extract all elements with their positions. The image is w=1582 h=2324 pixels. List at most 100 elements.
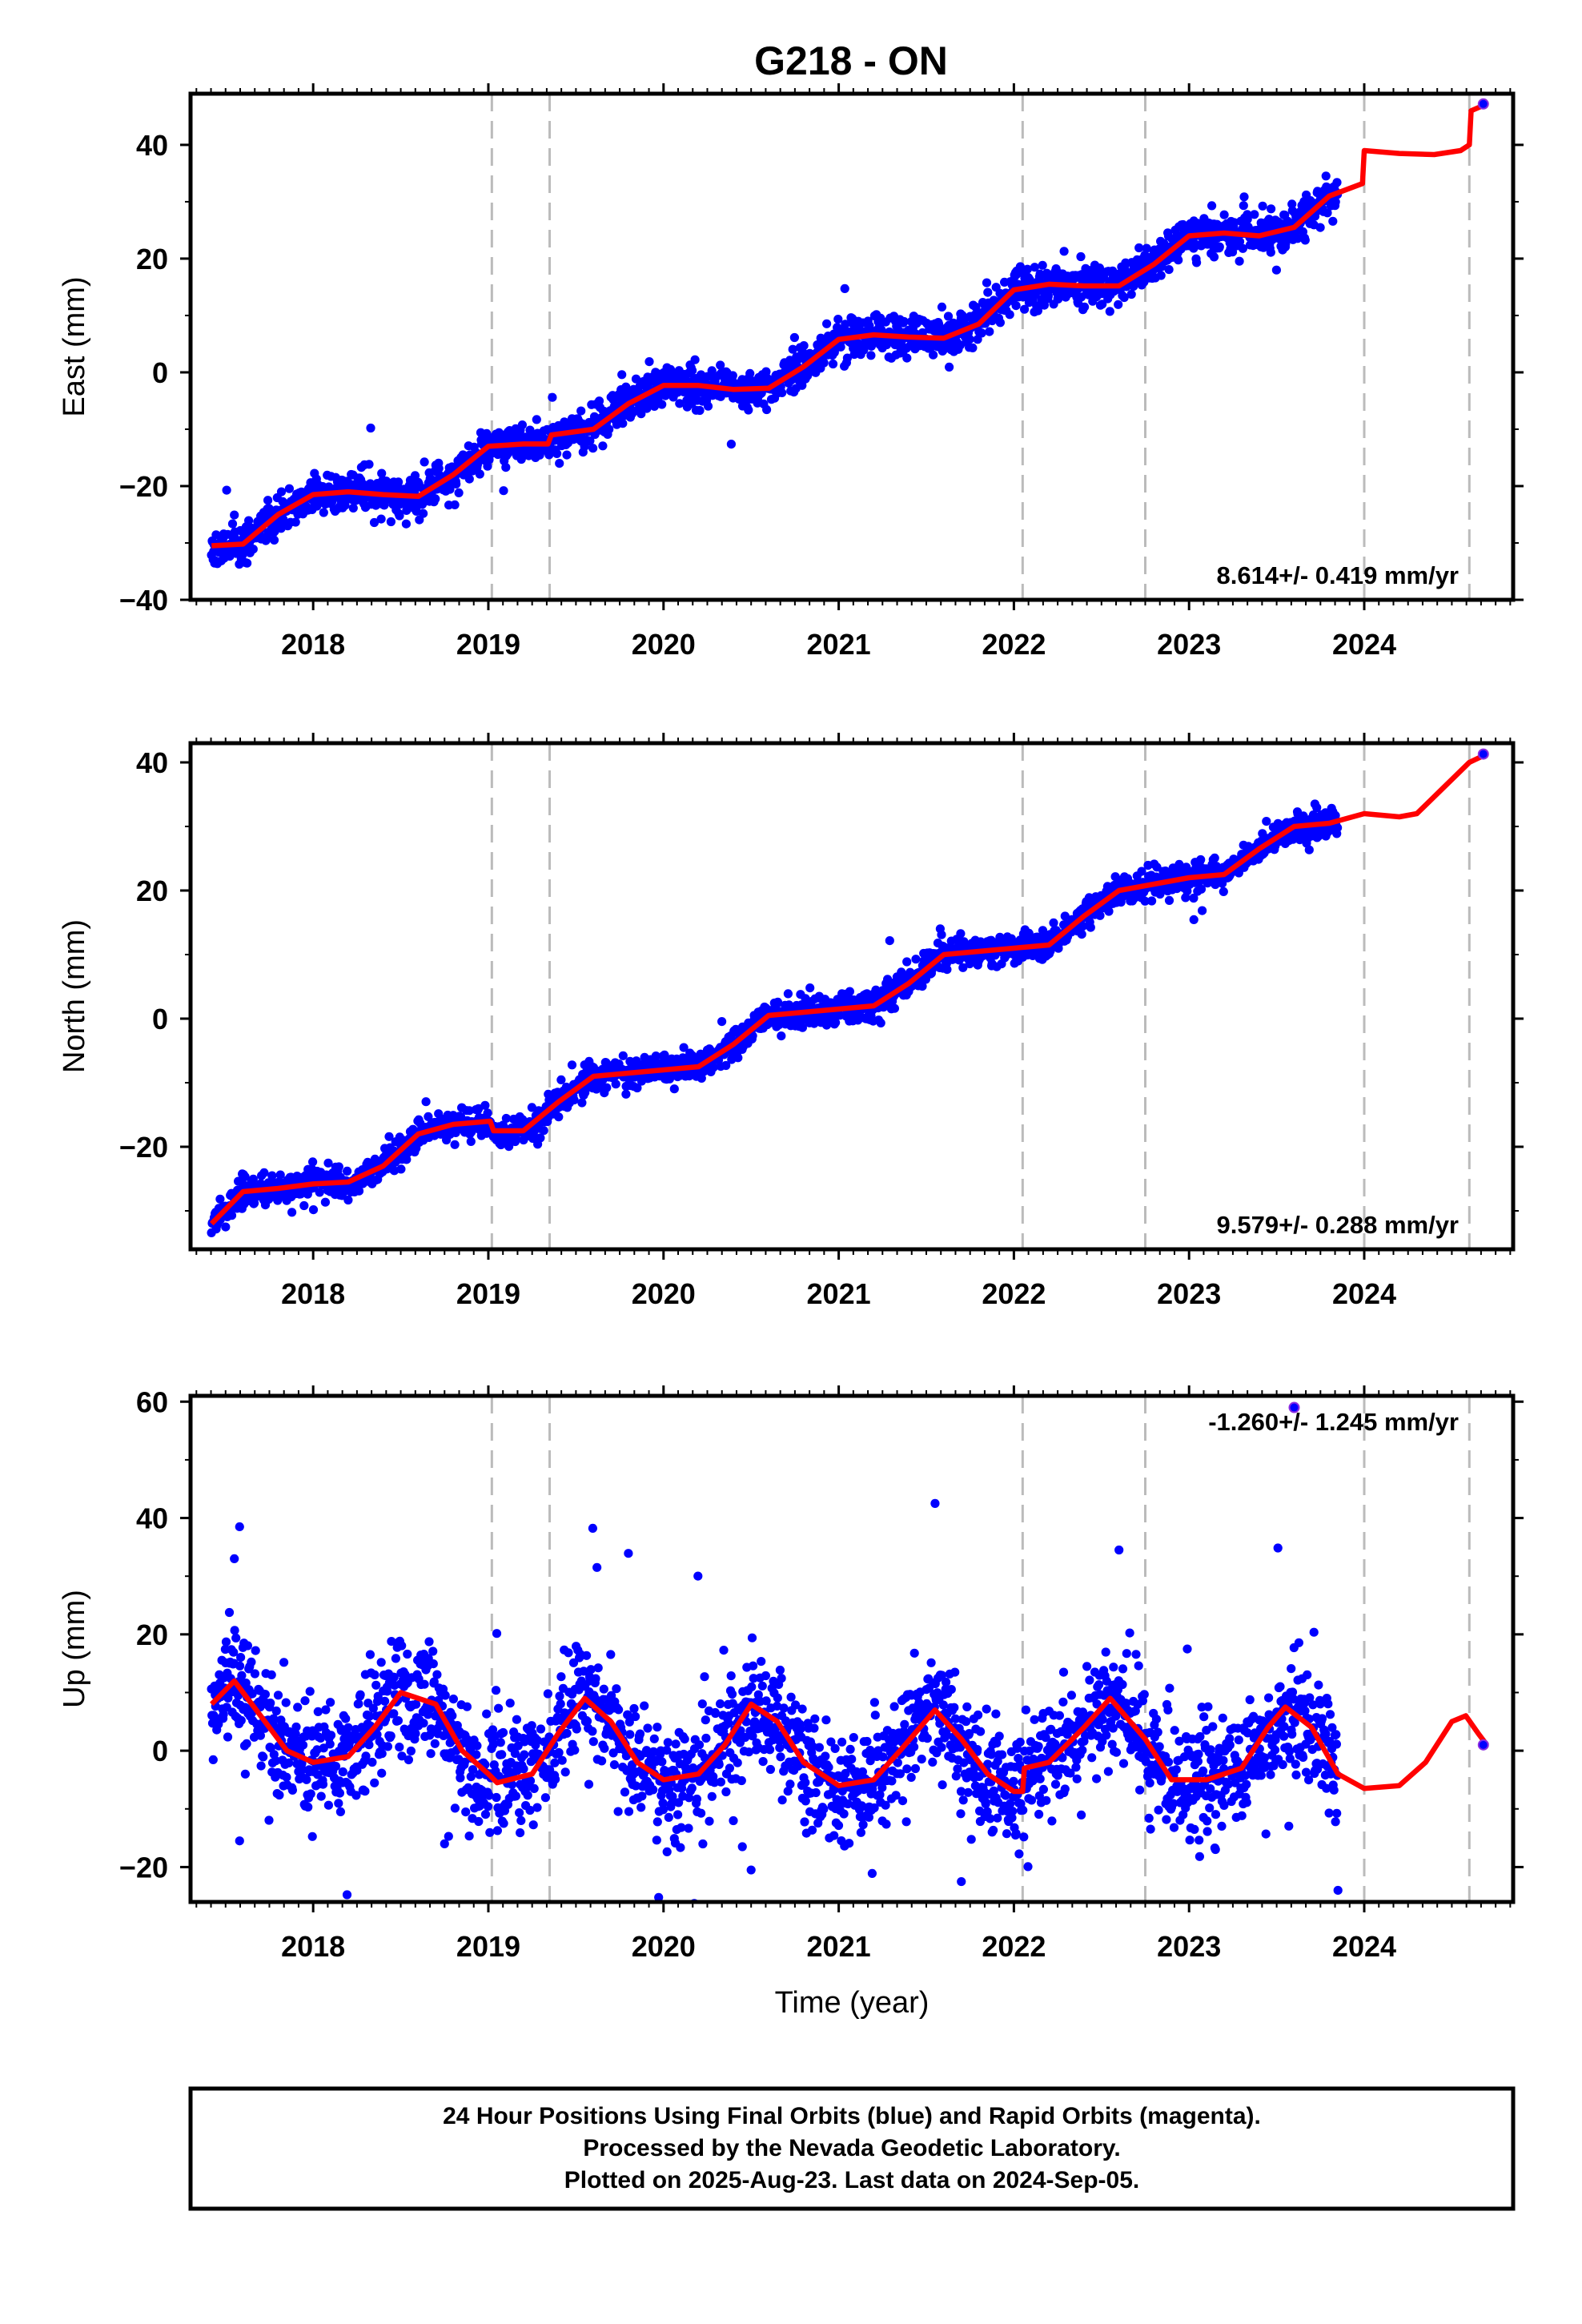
data-point (401, 519, 411, 529)
data-point (783, 989, 793, 999)
data-point (259, 1752, 268, 1762)
data-point (1080, 302, 1090, 312)
data-point (308, 1157, 318, 1167)
data-point (450, 1140, 460, 1149)
data-point (536, 1133, 545, 1143)
data-point (707, 366, 717, 376)
data-point (396, 1164, 406, 1174)
data-point (636, 409, 646, 419)
data-point (902, 353, 912, 363)
data-point (1039, 300, 1049, 310)
data-point (831, 1018, 841, 1027)
data-point (267, 1171, 277, 1180)
data-point (675, 399, 685, 408)
data-point (281, 1698, 291, 1707)
data-point (307, 1831, 317, 1841)
x-tick-label: 2022 (982, 628, 1046, 661)
data-point (1159, 239, 1169, 248)
data-point (421, 1097, 431, 1107)
data-point (799, 341, 809, 351)
data-point (965, 959, 974, 969)
data-point (267, 1670, 276, 1679)
data-point (679, 1043, 689, 1052)
data-point (1020, 304, 1030, 314)
data-point (319, 508, 328, 517)
y-tick-label: 40 (136, 746, 168, 779)
data-point (1134, 243, 1144, 253)
data-point (1189, 893, 1199, 903)
data-point (657, 400, 667, 409)
data-point (293, 1703, 303, 1712)
data-point (744, 405, 753, 415)
data-point (1250, 210, 1259, 219)
data-point (1238, 243, 1247, 253)
data-point (1315, 223, 1325, 232)
data-point (284, 1758, 294, 1767)
data-point (236, 1653, 246, 1663)
data-point (1022, 264, 1032, 274)
data-point (271, 1756, 281, 1766)
data-point (1114, 300, 1123, 309)
data-point (306, 1789, 315, 1799)
data-point (842, 353, 852, 363)
up-panel: 2018 2019 2020 2021 2022 2023 2024−200204060Up… (58, 1385, 1524, 2020)
y-tick-label: 40 (136, 129, 168, 162)
x-tick-label: 2021 (807, 1277, 871, 1310)
data-point (995, 318, 1005, 328)
data-point (1267, 204, 1276, 214)
data-point (777, 388, 787, 397)
data-point (1104, 907, 1114, 916)
y-tick-label: −20 (119, 470, 168, 503)
plot-frame (188, 91, 1516, 602)
data-point (1011, 301, 1021, 311)
data-point (1140, 896, 1150, 906)
data-point (1293, 234, 1303, 243)
data-point (618, 419, 628, 428)
data-point (660, 1050, 669, 1059)
data-point (1086, 923, 1095, 932)
data-point (1142, 243, 1151, 253)
data-point (364, 460, 374, 469)
data-point (320, 1197, 330, 1207)
rapid-point (1477, 98, 1489, 110)
data-point (717, 1017, 727, 1027)
x-tick-label: 2022 (982, 1277, 1046, 1310)
data-point (1331, 197, 1340, 207)
data-point (968, 343, 978, 352)
data-point (556, 1075, 566, 1084)
data-point (323, 1800, 333, 1810)
x-tick-label: 2023 (1157, 1277, 1221, 1310)
data-point (554, 1112, 564, 1122)
data-point (1229, 218, 1239, 227)
y-axis-label: East (mm) (58, 276, 91, 416)
data-point (577, 1098, 587, 1108)
data-point (1076, 251, 1086, 262)
data-point (1129, 282, 1138, 292)
data-point (773, 997, 783, 1007)
data-point (576, 406, 586, 416)
data-point (632, 1083, 642, 1093)
data-point (1005, 310, 1014, 320)
data-point (240, 1769, 250, 1779)
data-point (343, 1195, 353, 1205)
x-tick-label: 2023 (1157, 628, 1221, 661)
data-point (569, 1095, 579, 1105)
data-point (227, 519, 238, 529)
data-point (588, 444, 598, 453)
data-point (761, 367, 771, 376)
data-point (1060, 911, 1070, 921)
data-point (1126, 289, 1136, 300)
y-tick-label: −20 (119, 1131, 168, 1164)
data-point (1262, 817, 1271, 826)
data-point (269, 535, 279, 545)
y-tick-label: 20 (136, 875, 168, 907)
data-point (464, 474, 474, 484)
data-point (721, 1060, 731, 1071)
chart-title: G218 - ON (754, 38, 948, 83)
data-point (937, 302, 947, 312)
data-point (1196, 854, 1206, 865)
data-point (1313, 187, 1323, 196)
data-point (1235, 256, 1244, 266)
data-point (247, 1657, 256, 1667)
